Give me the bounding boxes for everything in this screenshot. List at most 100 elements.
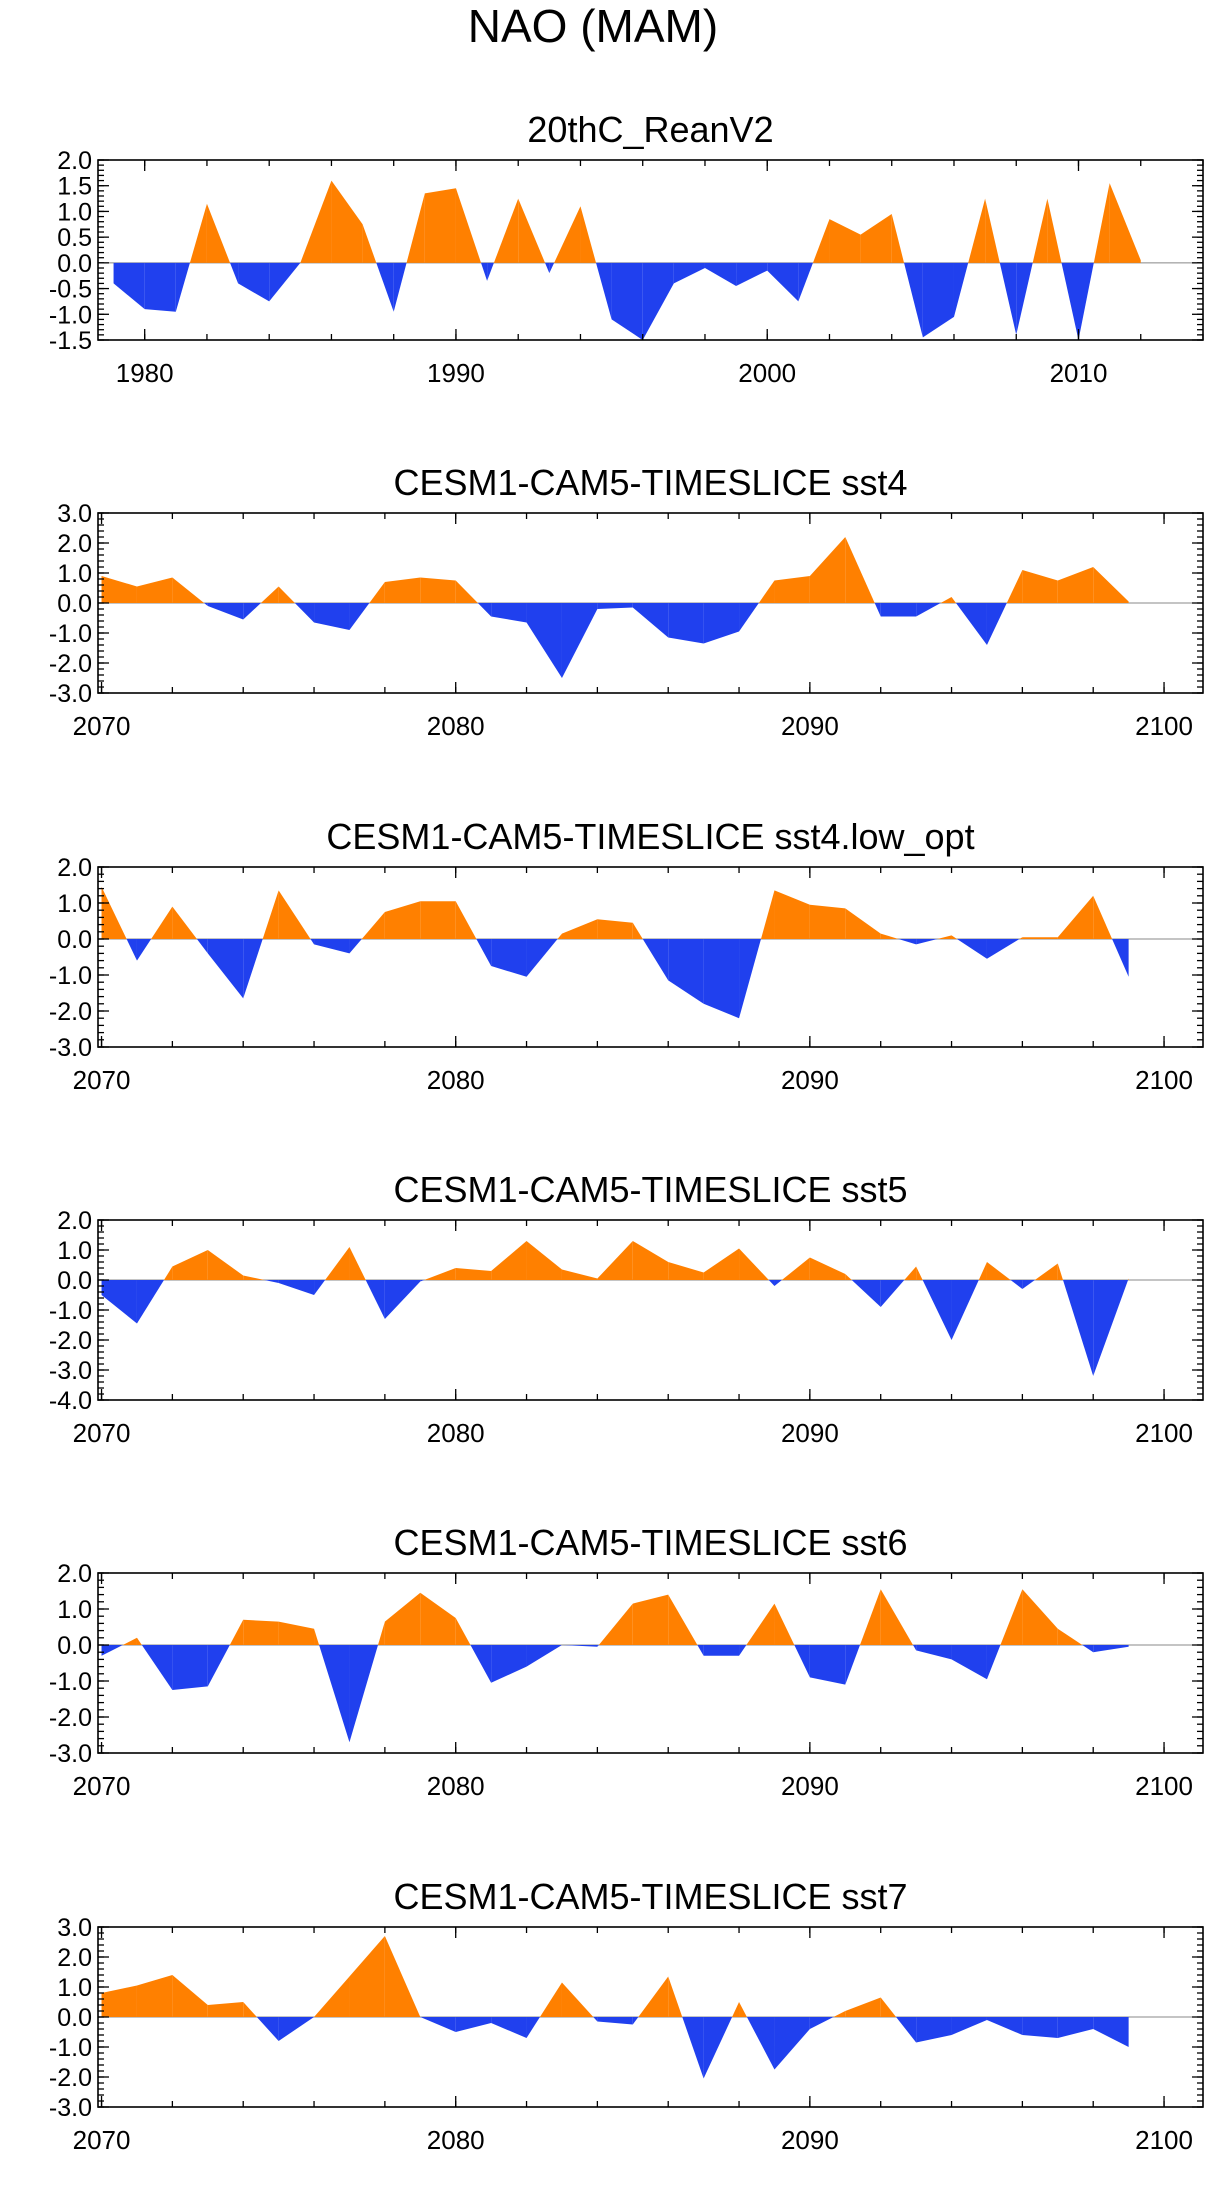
x-tick-label: 2080: [427, 1771, 485, 1801]
positive-anomaly-area: [774, 576, 810, 603]
positive-anomaly-area: [739, 1248, 769, 1280]
positive-anomaly-area: [455, 1618, 471, 1645]
positive-anomaly-area: [229, 1619, 244, 1645]
y-tick-label: 1.5: [57, 173, 92, 201]
positive-anomaly-area: [207, 2002, 244, 2017]
panel-title: CESM1-CAM5-TIMESLICE sst7: [393, 1876, 907, 1917]
positive-anomaly-area: [243, 2002, 257, 2017]
positive-anomaly-area: [424, 1268, 456, 1280]
y-tick-label: -2.0: [49, 1704, 92, 1732]
x-tick-label: 2070: [73, 1418, 131, 1448]
positive-anomaly-area: [1057, 1263, 1063, 1280]
negative-anomaly-area: [230, 262, 239, 284]
y-tick-label: -2.0: [49, 1327, 92, 1355]
positive-anomaly-area: [880, 1589, 913, 1645]
negative-anomaly-area: [526, 2017, 540, 2038]
positive-anomaly-area: [632, 1241, 669, 1280]
positive-anomaly-area: [151, 906, 173, 939]
negative-anomaly-area: [144, 262, 176, 312]
positive-anomaly-area: [101, 1985, 137, 2017]
negative-anomaly-area: [238, 262, 270, 302]
negative-anomaly-area: [739, 1645, 747, 1656]
negative-anomaly-area: [768, 1280, 775, 1286]
positive-anomaly-area: [101, 576, 137, 603]
positive-anomaly-area: [1006, 570, 1023, 603]
positive-anomaly-area: [561, 919, 598, 939]
positive-anomaly-area: [384, 1936, 421, 2017]
x-tick-label: 2100: [1135, 711, 1193, 741]
x-tick-label: 2090: [781, 2125, 839, 2155]
y-tick-label: -2.0: [49, 2064, 92, 2092]
positive-anomaly-area: [986, 1262, 1011, 1280]
negative-anomaly-area: [1022, 2017, 1058, 2038]
negative-anomaly-area: [310, 939, 315, 945]
positive-anomaly-area: [978, 1262, 987, 1280]
negative-anomaly-area: [880, 1280, 905, 1307]
y-tick-label: 0.0: [57, 926, 92, 954]
negative-anomaly-area: [956, 939, 987, 959]
plot-frame: [97, 1572, 1204, 1754]
positive-anomaly-area: [1093, 567, 1129, 603]
y-tick-label: 2.0: [57, 1560, 92, 1588]
y-tick-label: 0.0: [57, 1632, 92, 1660]
positive-anomaly-area: [891, 214, 905, 263]
positive-anomaly-area: [760, 890, 775, 939]
y-tick-label: -3.0: [49, 2094, 92, 2122]
x-tick-label: 2100: [1135, 1418, 1193, 1448]
positive-anomaly-area: [300, 180, 332, 263]
positive-anomaly-area: [781, 1257, 810, 1280]
negative-anomaly-area: [597, 1645, 599, 1647]
negative-anomaly-area: [1112, 939, 1129, 977]
y-tick-label: 0.0: [57, 2004, 92, 2032]
y-tick-label: 3.0: [57, 500, 92, 528]
negative-anomaly-area: [922, 1280, 952, 1340]
x-tick-label: 2070: [73, 2125, 131, 2155]
negative-anomaly-area: [703, 939, 740, 1019]
negative-anomaly-area: [470, 1645, 492, 1683]
negative-anomaly-area: [597, 603, 633, 609]
positive-anomaly-area: [985, 198, 1000, 263]
y-tick-label: -2.0: [49, 998, 92, 1026]
positive-anomaly-area: [136, 577, 173, 603]
positive-anomaly-area: [349, 1936, 385, 2017]
negative-anomaly-area: [736, 262, 768, 286]
positive-anomaly-area: [845, 1997, 881, 2017]
x-tick-label: 2100: [1135, 1065, 1193, 1095]
negative-anomaly-area: [491, 2017, 527, 2038]
positive-anomaly-area: [739, 2002, 747, 2017]
positive-anomaly-area: [774, 1603, 795, 1645]
x-tick-label: 2080: [427, 711, 485, 741]
x-tick-label: 2080: [427, 2125, 485, 2155]
negative-anomaly-area: [294, 603, 315, 623]
negative-anomaly-area: [922, 262, 954, 338]
positive-anomaly-area: [406, 193, 425, 263]
negative-anomaly-area: [477, 603, 492, 617]
x-tick-label: 2070: [73, 1065, 131, 1095]
negative-anomaly-area: [1062, 1280, 1094, 1376]
y-tick-label: 0.0: [57, 250, 92, 278]
positive-anomaly-area: [278, 1621, 315, 1645]
negative-anomaly-area: [774, 1280, 782, 1286]
positive-anomaly-area: [260, 586, 279, 603]
negative-anomaly-area: [703, 603, 740, 644]
positive-anomaly-area: [632, 922, 643, 939]
negative-anomaly-area: [455, 2017, 492, 2032]
negative-anomaly-area: [697, 1645, 704, 1656]
positive-anomaly-area: [518, 198, 546, 263]
positive-anomaly-area: [526, 1241, 562, 1280]
positive-anomaly-area: [598, 1603, 633, 1645]
positive-anomaly-area: [1057, 895, 1094, 939]
positive-anomaly-area: [331, 180, 363, 263]
x-tick-label: 1990: [427, 358, 485, 388]
positive-anomaly-area: [420, 1592, 456, 1645]
positive-anomaly-area: [369, 582, 385, 603]
positive-anomaly-area: [829, 219, 861, 263]
positive-anomaly-area: [278, 890, 311, 939]
negative-anomaly-area: [393, 262, 407, 312]
negative-anomaly-area: [561, 1645, 598, 1647]
positive-anomaly-area: [1022, 1589, 1058, 1645]
negative-anomaly-area: [1057, 2017, 1094, 2038]
y-tick-label: 0.0: [57, 590, 92, 618]
y-tick-label: 1.0: [57, 1237, 92, 1265]
